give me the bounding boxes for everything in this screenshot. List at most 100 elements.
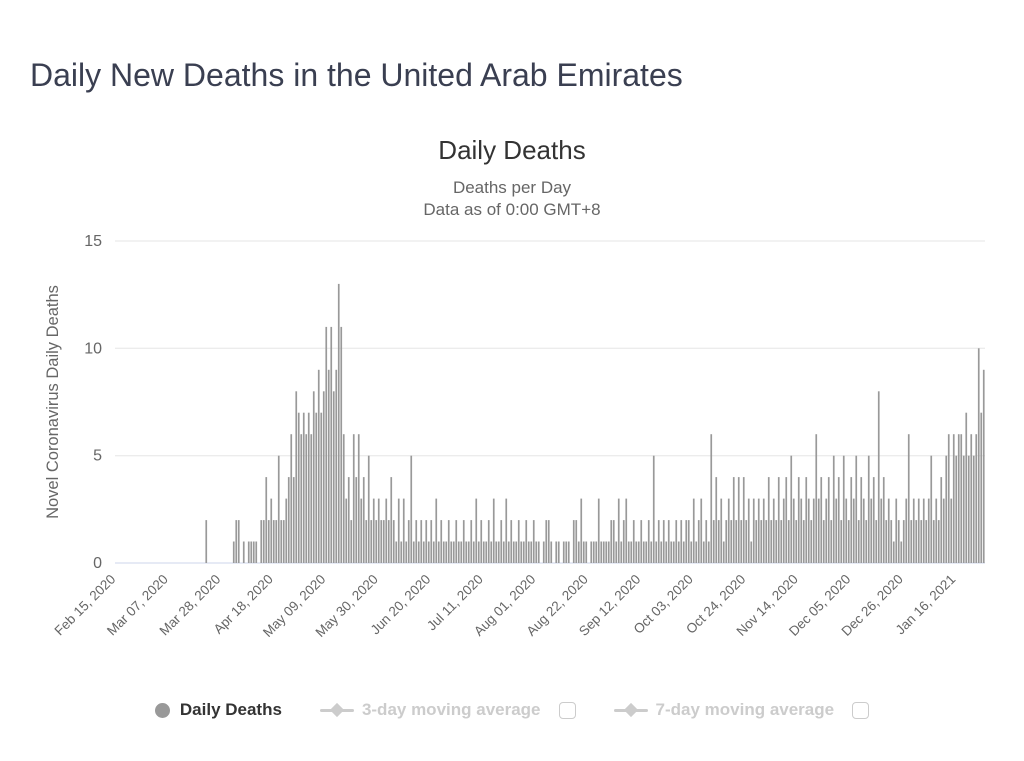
daily-deaths-bar[interactable] (827, 477, 830, 563)
daily-deaths-bar[interactable] (400, 541, 403, 564)
daily-deaths-bar[interactable] (572, 520, 575, 563)
daily-deaths-bar[interactable] (745, 520, 748, 563)
daily-deaths-bar[interactable] (255, 541, 258, 564)
daily-deaths-bar[interactable] (432, 541, 435, 564)
daily-deaths-bar[interactable] (392, 520, 395, 563)
daily-deaths-bar[interactable] (547, 520, 550, 563)
daily-deaths-bar[interactable] (742, 477, 745, 563)
daily-deaths-bar[interactable] (777, 477, 780, 563)
daily-deaths-bar[interactable] (482, 541, 485, 564)
daily-deaths-bar[interactable] (857, 520, 860, 563)
daily-deaths-bar[interactable] (692, 498, 695, 563)
daily-deaths-bar[interactable] (932, 520, 935, 563)
daily-deaths-bar[interactable] (687, 520, 690, 563)
daily-deaths-bar[interactable] (395, 541, 398, 564)
daily-deaths-bar[interactable] (542, 541, 545, 564)
daily-deaths-bar[interactable] (412, 541, 415, 564)
daily-deaths-bar[interactable] (345, 498, 348, 563)
daily-deaths-bar[interactable] (285, 498, 288, 563)
daily-deaths-bar[interactable] (580, 498, 583, 563)
daily-deaths-bar[interactable] (760, 520, 763, 563)
daily-deaths-bar[interactable] (577, 541, 580, 564)
daily-deaths-bar[interactable] (352, 434, 355, 563)
daily-deaths-bar[interactable] (465, 541, 468, 564)
daily-deaths-bar[interactable] (525, 520, 528, 563)
daily-deaths-bar[interactable] (390, 477, 393, 563)
daily-deaths-bar[interactable] (815, 434, 818, 563)
daily-deaths-bar[interactable] (330, 326, 333, 563)
daily-deaths-bar[interactable] (962, 455, 965, 563)
daily-deaths-bar[interactable] (487, 520, 490, 563)
daily-deaths-bar[interactable] (672, 541, 675, 564)
daily-deaths-bar[interactable] (350, 520, 353, 563)
daily-deaths-bar[interactable] (362, 477, 365, 563)
daily-deaths-bar[interactable] (787, 520, 790, 563)
daily-deaths-bar[interactable] (520, 541, 523, 564)
daily-deaths-bar[interactable] (532, 520, 535, 563)
daily-deaths-bar[interactable] (445, 541, 448, 564)
daily-deaths-bar[interactable] (737, 477, 740, 563)
daily-deaths-bar[interactable] (332, 391, 335, 563)
daily-deaths-bar[interactable] (670, 541, 673, 564)
daily-deaths-bar[interactable] (822, 520, 825, 563)
daily-deaths-bar[interactable] (232, 541, 235, 564)
daily-deaths-bar[interactable] (645, 541, 648, 564)
daily-deaths-bar[interactable] (405, 541, 408, 564)
daily-deaths-bar[interactable] (700, 498, 703, 563)
daily-deaths-bar[interactable] (387, 520, 390, 563)
daily-deaths-bar[interactable] (972, 455, 975, 563)
daily-deaths-bar[interactable] (942, 498, 945, 563)
daily-deaths-bar[interactable] (590, 541, 593, 564)
daily-deaths-bar[interactable] (492, 498, 495, 563)
daily-deaths-bar[interactable] (617, 498, 620, 563)
daily-deaths-bar[interactable] (967, 455, 970, 563)
daily-deaths-bar[interactable] (455, 520, 458, 563)
daily-deaths-bar[interactable] (902, 520, 905, 563)
daily-deaths-bar[interactable] (430, 520, 433, 563)
daily-deaths-bar[interactable] (377, 498, 380, 563)
daily-deaths-bar[interactable] (242, 541, 245, 564)
daily-deaths-bar[interactable] (685, 520, 688, 563)
daily-deaths-bar[interactable] (582, 541, 585, 564)
daily-deaths-bar[interactable] (697, 520, 700, 563)
daily-deaths-bar[interactable] (757, 498, 760, 563)
daily-deaths-bar[interactable] (725, 520, 728, 563)
daily-deaths-bar[interactable] (480, 520, 483, 563)
daily-deaths-bar[interactable] (715, 477, 718, 563)
daily-deaths-bar[interactable] (832, 455, 835, 563)
daily-deaths-bar[interactable] (247, 541, 250, 564)
daily-deaths-bar[interactable] (355, 477, 358, 563)
daily-deaths-bar[interactable] (252, 541, 255, 564)
daily-deaths-bar[interactable] (337, 283, 340, 563)
daily-deaths-bar[interactable] (302, 412, 305, 563)
daily-deaths-bar[interactable] (347, 477, 350, 563)
daily-deaths-bar[interactable] (497, 541, 500, 564)
daily-deaths-bar[interactable] (982, 369, 985, 563)
daily-deaths-bar[interactable] (597, 498, 600, 563)
daily-deaths-bar[interactable] (767, 477, 770, 563)
7day-moving-average-checkbox[interactable] (852, 701, 870, 719)
daily-deaths-bar[interactable] (367, 455, 370, 563)
daily-deaths-bar[interactable] (975, 434, 978, 563)
daily-deaths-bar[interactable] (360, 498, 363, 563)
daily-deaths-bar[interactable] (740, 520, 743, 563)
daily-deaths-bar[interactable] (770, 520, 773, 563)
daily-deaths-bar[interactable] (567, 541, 570, 564)
daily-deaths-bar[interactable] (407, 520, 410, 563)
daily-deaths-bar[interactable] (640, 520, 643, 563)
daily-deaths-bar[interactable] (327, 369, 330, 563)
daily-deaths-bar[interactable] (630, 541, 633, 564)
daily-deaths-bar[interactable] (637, 541, 640, 564)
daily-deaths-bar[interactable] (265, 477, 268, 563)
daily-deaths-bar[interactable] (680, 520, 683, 563)
daily-deaths-bar[interactable] (817, 498, 820, 563)
daily-deaths-bar[interactable] (750, 541, 753, 564)
daily-deaths-bar[interactable] (920, 520, 923, 563)
daily-deaths-bar[interactable] (382, 520, 385, 563)
daily-deaths-bar[interactable] (620, 541, 623, 564)
daily-deaths-bar[interactable] (410, 455, 413, 563)
daily-deaths-bar[interactable] (470, 520, 473, 563)
daily-deaths-bar[interactable] (415, 520, 418, 563)
daily-deaths-bar[interactable] (490, 541, 493, 564)
daily-deaths-bar[interactable] (905, 498, 908, 563)
